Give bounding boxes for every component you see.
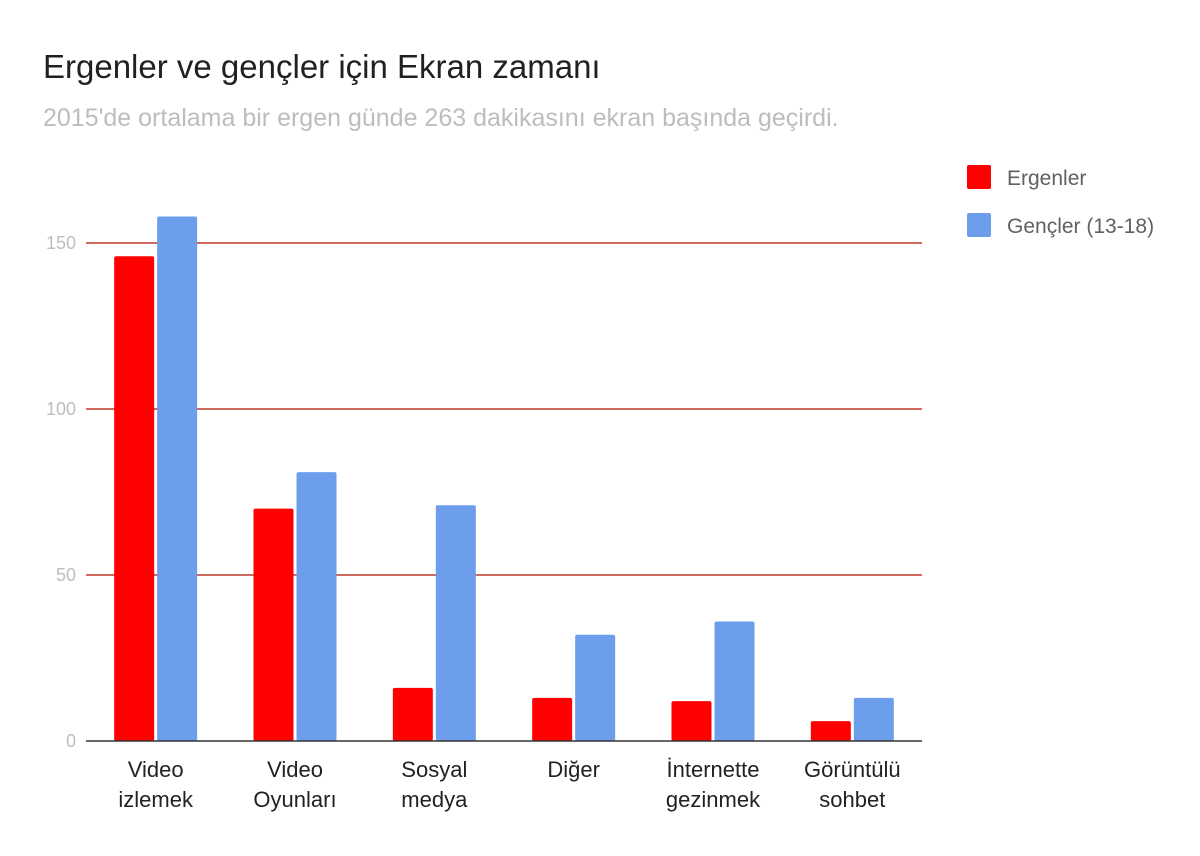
x-axis-labels: Video izlemek Video Oyunları Sosyal medya Diğe… xyxy=(118,757,900,812)
x-category-label: İnternette xyxy=(667,757,760,782)
chart-title: Ergenler ve gençler için Ekran zamanı xyxy=(43,48,601,85)
bar-ergenler xyxy=(532,697,573,741)
y-tick-label: 100 xyxy=(46,399,76,419)
y-axis-ticks: 0 50 100 150 xyxy=(46,233,76,751)
bar-ergenler xyxy=(810,721,851,741)
chart-subtitle: 2015'de ortalama bir ergen günde 263 dak… xyxy=(43,104,839,132)
bar-gencler xyxy=(296,472,337,741)
bar-ergenler xyxy=(114,256,155,741)
legend: Ergenler Gençler (13-18) xyxy=(967,165,1154,238)
x-category-label: Video xyxy=(128,757,184,782)
x-category-label: Oyunları xyxy=(253,787,336,812)
legend-swatch xyxy=(967,213,991,237)
legend-label: Gençler (13-18) xyxy=(1007,215,1154,238)
x-category-label: gezinmek xyxy=(666,787,761,812)
y-tick-label: 0 xyxy=(66,731,76,751)
gridlines xyxy=(86,242,922,576)
bar-gencler xyxy=(435,505,476,741)
bar-gencler xyxy=(157,216,198,741)
x-category-label: sohbet xyxy=(819,787,885,812)
y-tick-label: 50 xyxy=(56,565,76,585)
bar-ergenler xyxy=(253,508,294,741)
x-category-label: Sosyal xyxy=(401,757,467,782)
bar-ergenler xyxy=(392,687,433,741)
bar-gencler xyxy=(853,697,894,741)
x-category-label: izlemek xyxy=(118,787,194,812)
x-category-label: Diğer xyxy=(547,757,600,782)
x-category-label: Görüntülü xyxy=(804,757,901,782)
bar-gencler xyxy=(575,634,616,741)
bars xyxy=(114,216,894,741)
legend-swatch xyxy=(967,165,991,189)
x-category-label: medya xyxy=(401,787,468,812)
bar-gencler xyxy=(714,621,755,741)
y-tick-label: 150 xyxy=(46,233,76,253)
x-category-label: Video xyxy=(267,757,323,782)
bar-ergenler xyxy=(671,701,712,741)
legend-label: Ergenler xyxy=(1007,167,1086,190)
